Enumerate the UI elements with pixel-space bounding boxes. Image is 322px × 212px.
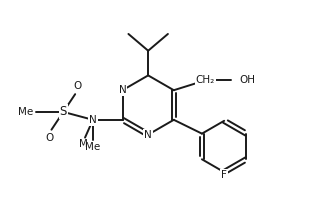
Text: O: O [73,81,81,91]
Text: O: O [45,133,54,143]
Text: N: N [118,85,127,95]
Text: N: N [144,130,152,140]
Text: M: M [79,138,88,148]
Text: OH: OH [239,75,255,85]
Text: CH₂: CH₂ [196,75,215,85]
Text: F: F [221,170,227,180]
Text: Me: Me [18,107,34,117]
Text: N: N [89,115,97,125]
Text: Me: Me [85,142,100,152]
Text: S: S [60,105,67,119]
